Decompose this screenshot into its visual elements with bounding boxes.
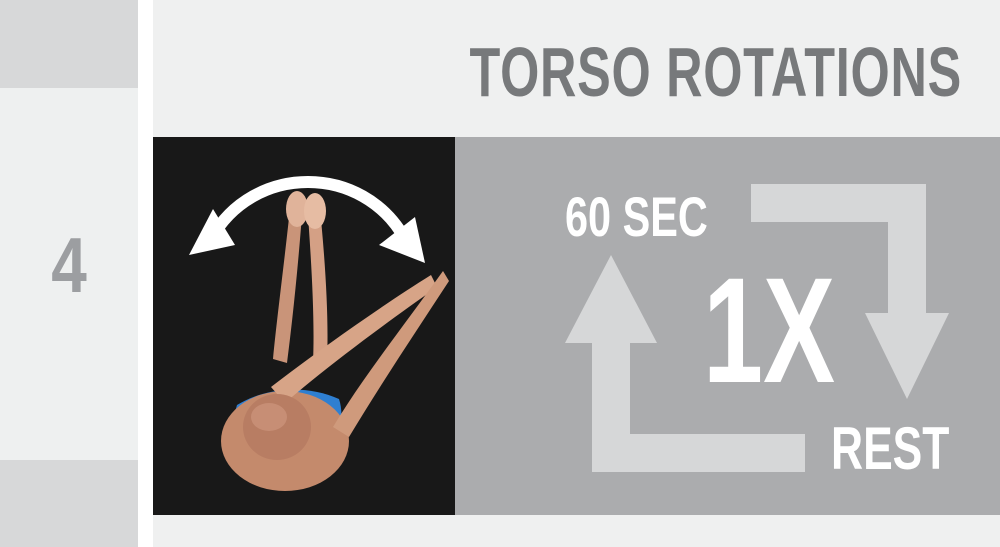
exercise-title: TORSO ROTATIONS — [469, 33, 962, 111]
step-rail: 4 — [0, 0, 138, 547]
step-number: 4 — [51, 221, 87, 309]
rest-label: REST — [831, 415, 950, 482]
workout-info-panel: 60 SEC 1X REST — [455, 137, 1000, 515]
rounds-label: 1X — [703, 246, 836, 414]
rail-bottom-block — [0, 460, 138, 547]
rail-top-block — [0, 0, 138, 88]
exercise-photo-illustration — [153, 137, 455, 515]
exercise-photo — [153, 137, 455, 515]
duration-label: 60 SEC — [565, 185, 708, 248]
repeat-cycle-icon — [565, 184, 949, 472]
